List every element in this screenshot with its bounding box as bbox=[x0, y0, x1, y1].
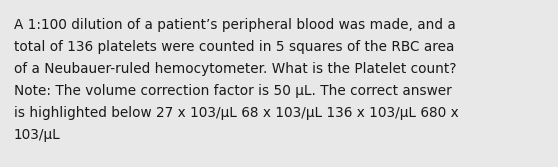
Text: Note: The volume correction factor is 50 µL. The correct answer: Note: The volume correction factor is 50… bbox=[14, 84, 452, 98]
Text: is highlighted below 27 x 103/µL 68 x 103/µL 136 x 103/µL 680 x: is highlighted below 27 x 103/µL 68 x 10… bbox=[14, 106, 459, 120]
Text: of a Neubauer-ruled hemocytometer. What is the Platelet count?: of a Neubauer-ruled hemocytometer. What … bbox=[14, 62, 456, 76]
Text: total of 136 platelets were counted in 5 squares of the RBC area: total of 136 platelets were counted in 5… bbox=[14, 40, 454, 54]
Text: A 1:100 dilution of a patient’s peripheral blood was made, and a: A 1:100 dilution of a patient’s peripher… bbox=[14, 18, 456, 32]
Text: 103/µL: 103/µL bbox=[14, 128, 61, 142]
